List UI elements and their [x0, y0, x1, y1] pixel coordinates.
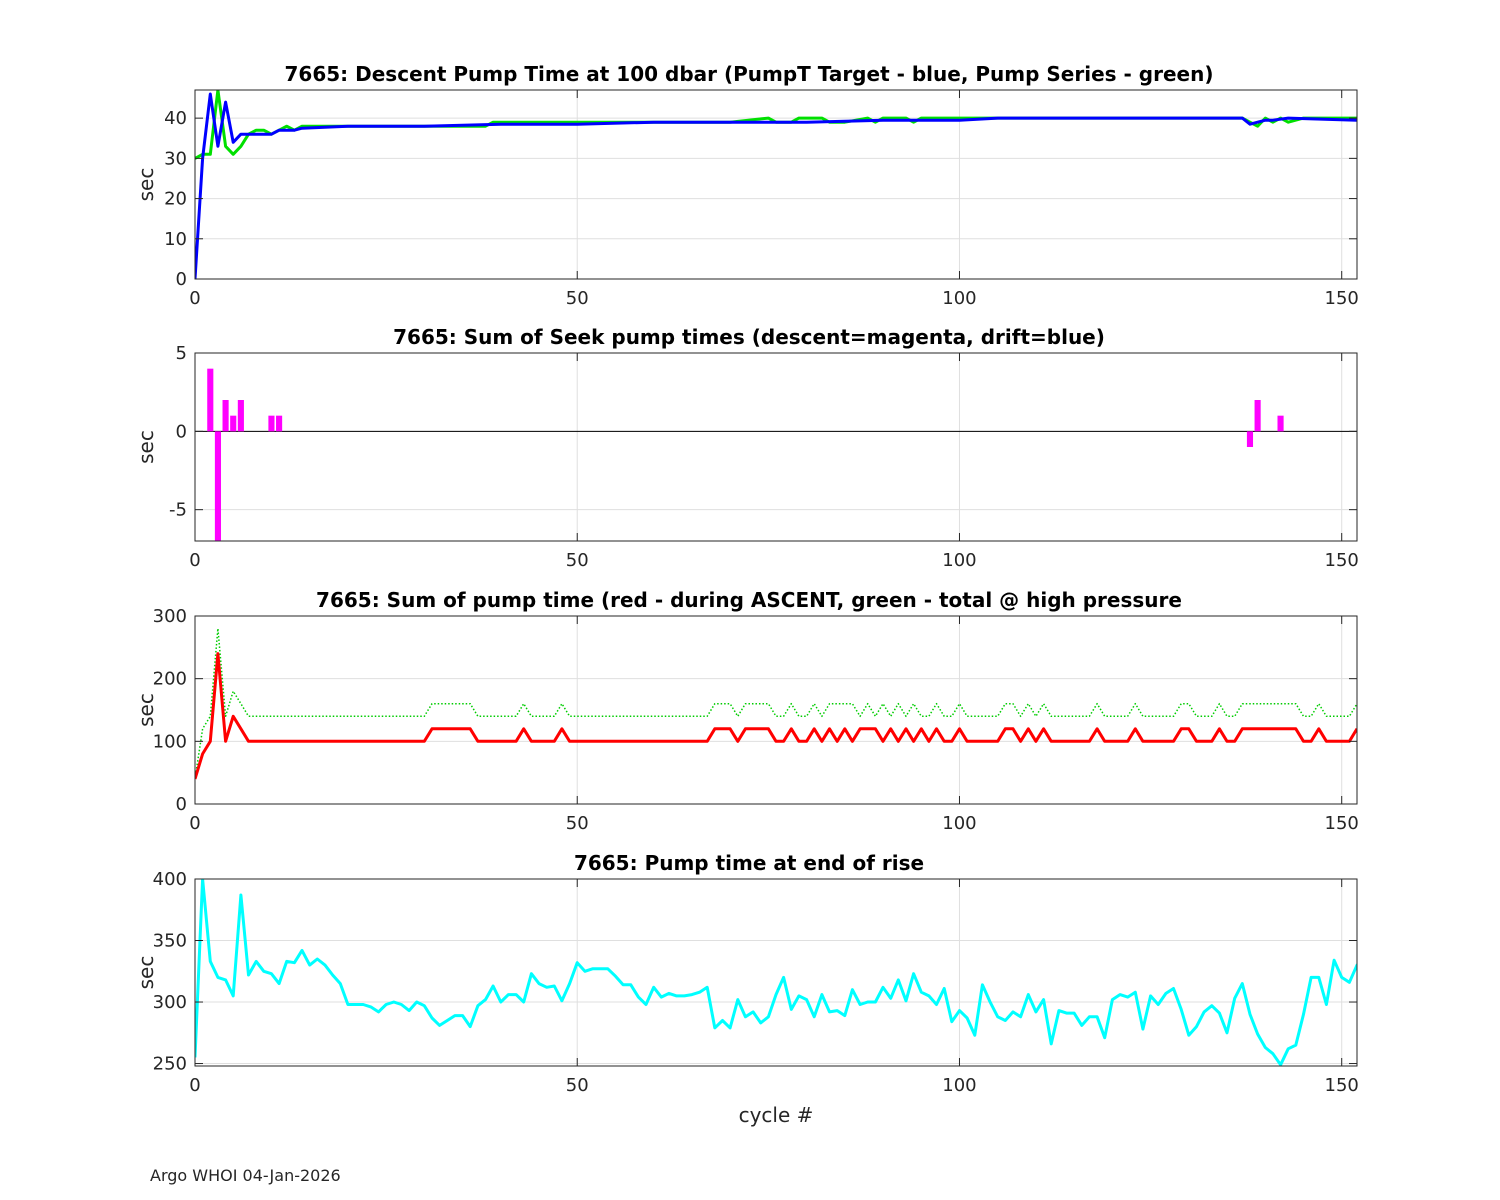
- y-axis-label: sec: [134, 956, 158, 990]
- x-axis-label: cycle #: [739, 1103, 814, 1127]
- y-tick-label: 300: [153, 606, 187, 627]
- y-tick-label: 300: [153, 992, 187, 1013]
- bar: [1246, 431, 1254, 447]
- bar: [207, 368, 214, 432]
- chart-title: 7665: Sum of pump time (red - during ASC…: [316, 588, 1182, 612]
- footer-text: Argo WHOI 04-Jan-2026: [150, 1166, 341, 1185]
- bar: [237, 400, 244, 432]
- x-tick-label: 50: [566, 288, 589, 309]
- x-tick-label: 100: [942, 288, 976, 309]
- y-tick-label: 400: [153, 869, 187, 890]
- x-tick-label: 0: [189, 550, 200, 571]
- axes-frame: [194, 89, 1358, 280]
- chart-panel-4: 0 50 100 150 250 300 350 400 7665: Pump time at …: [134, 851, 1359, 1127]
- chart-panel-2: 0 50 100 150 -5 0 5 7665: Sum of Seek pump time…: [134, 325, 1359, 571]
- bar: [268, 415, 275, 432]
- x-tick-label: 150: [1325, 288, 1359, 309]
- y-tick-label: 250: [153, 1054, 187, 1075]
- plot-area: [195, 616, 1357, 804]
- y-tick-label: 5: [176, 343, 187, 364]
- axes-frame: [194, 615, 1358, 805]
- bar: [1277, 415, 1284, 432]
- x-tick-label: 150: [1325, 550, 1359, 571]
- bar: [276, 415, 283, 432]
- x-tick-label: 50: [566, 813, 589, 834]
- bar: [214, 431, 221, 541]
- x-tick-label: 150: [1325, 813, 1359, 834]
- chart-title: 7665: Pump time at end of rise: [574, 851, 924, 875]
- axes-frame: [194, 878, 1358, 1067]
- chart-title: 7665: Descent Pump Time at 100 dbar (Pum…: [285, 62, 1214, 86]
- chart-title: 7665: Sum of Seek pump times (descent=ma…: [393, 325, 1105, 349]
- x-tick-label: 0: [189, 1075, 200, 1096]
- y-tick-label: 30: [164, 148, 187, 169]
- y-tick-label: 10: [164, 229, 187, 250]
- plot-data: [195, 90, 1357, 279]
- y-axis-label: sec: [134, 430, 158, 464]
- y-tick-label: 0: [176, 421, 187, 442]
- x-tick-label: 0: [189, 288, 200, 309]
- y-tick-label: 40: [164, 108, 187, 129]
- bar: [222, 400, 229, 432]
- bar: [1254, 400, 1261, 432]
- y-tick-label: 20: [164, 189, 187, 210]
- x-tick-label: 50: [566, 550, 589, 571]
- y-tick-label: 100: [153, 731, 187, 752]
- y-tick-label: 0: [176, 269, 187, 290]
- chart-panel-1: 0 50 100 150 0 10 20 30 40 7665: Descent Pump Tim…: [134, 62, 1359, 309]
- x-tick-label: 100: [942, 1075, 976, 1096]
- y-tick-label: 200: [153, 669, 187, 690]
- y-tick-label: -5: [169, 500, 187, 521]
- x-tick-label: 100: [942, 813, 976, 834]
- series-line-2: [195, 652, 1357, 780]
- x-tick-label: 100: [942, 550, 976, 571]
- plot-data: [195, 368, 1357, 541]
- series-line-1: [195, 627, 1357, 780]
- chart-panel-3: 0 50 100 150 0 100 200 300 7665: Sum of pump tim…: [134, 588, 1359, 834]
- plot-data: [195, 627, 1357, 780]
- x-tick-label: 150: [1325, 1075, 1359, 1096]
- y-axis-label: sec: [134, 693, 158, 727]
- axes-frame: [194, 352, 1358, 542]
- series-line-2: [195, 92, 1357, 279]
- series-line-1: [195, 879, 1357, 1066]
- y-tick-label: 0: [176, 794, 187, 815]
- y-axis-label: sec: [134, 168, 158, 202]
- x-tick-label: 50: [566, 1075, 589, 1096]
- x-tick-label: 0: [189, 813, 200, 834]
- plot-data: [195, 879, 1357, 1066]
- plot-area: [195, 353, 1357, 541]
- y-tick-label: 350: [153, 931, 187, 952]
- plot-area: [195, 879, 1357, 1066]
- bar: [230, 415, 237, 432]
